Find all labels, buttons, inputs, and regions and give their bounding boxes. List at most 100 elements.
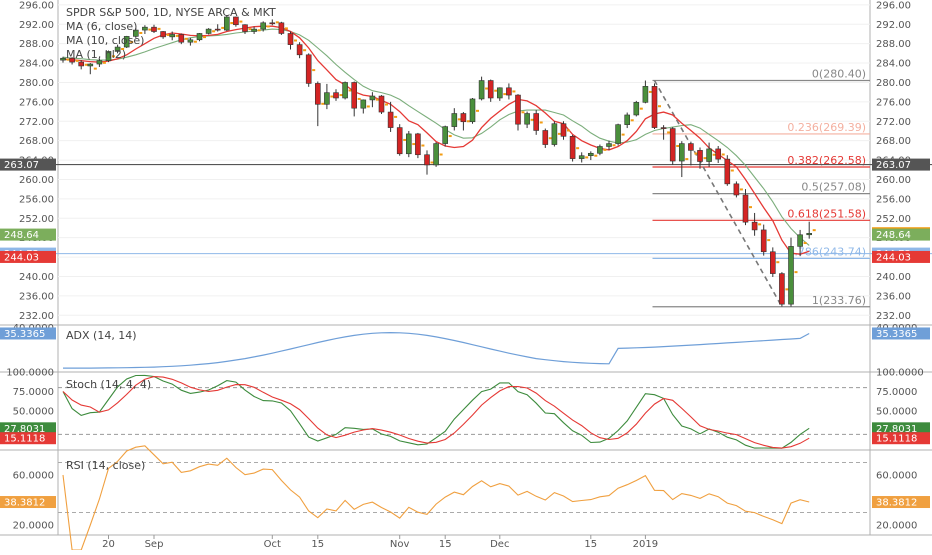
candle-body xyxy=(506,87,512,96)
stoch-d-line xyxy=(62,376,810,449)
price-tick-right: 276.00 xyxy=(876,97,911,108)
ma1-marker xyxy=(430,161,434,164)
ma1-marker xyxy=(403,138,407,141)
candle-body xyxy=(760,229,767,253)
candle-body xyxy=(660,127,667,129)
price-badge-left xyxy=(0,158,56,171)
candle-body xyxy=(96,60,103,65)
candle-body xyxy=(224,16,230,31)
candle-body xyxy=(351,82,358,109)
stoch-tick-right: 100.0000 xyxy=(876,368,924,379)
ma1-marker xyxy=(102,61,106,64)
fib-label: 0.236(269.39) xyxy=(787,121,866,134)
ma1-marker xyxy=(476,109,479,112)
ma1-marker xyxy=(193,40,197,43)
ma1-marker xyxy=(130,40,134,43)
price-badge-left-text: 248.64 xyxy=(4,230,39,241)
price-tick-left: 292.00 xyxy=(19,20,54,31)
stoch-label: Stoch (14, 4, 4) xyxy=(66,378,151,391)
candle-body xyxy=(533,113,540,131)
x-tick-label: Dec xyxy=(490,539,509,550)
stoch-tick-right: 50.0000 xyxy=(876,407,917,418)
ma1-marker xyxy=(148,28,152,31)
ma1-marker xyxy=(557,132,561,135)
ma1-marker xyxy=(203,36,206,39)
ma1-marker xyxy=(466,120,470,123)
candle-body xyxy=(779,273,785,305)
ma1-marker xyxy=(112,55,115,58)
ma1-marker xyxy=(648,90,652,93)
price-tick-right: 284.00 xyxy=(876,59,911,70)
indicator-panes xyxy=(58,331,870,551)
candle-body xyxy=(214,28,221,31)
ma1-marker xyxy=(257,29,261,32)
ma1-marker xyxy=(75,59,79,62)
candle-body xyxy=(405,133,412,155)
ma1-marker xyxy=(812,229,816,232)
candle-body xyxy=(433,143,439,166)
price-tick-left: 276.00 xyxy=(19,97,54,108)
ma1-marker xyxy=(603,148,607,151)
ma1-marker xyxy=(521,111,525,114)
stoch-d-badge-right xyxy=(872,432,930,445)
candle-body xyxy=(396,127,403,155)
candle-body xyxy=(442,126,449,144)
rsi-label: RSI (14, close) xyxy=(66,459,145,472)
candle-body xyxy=(678,143,685,162)
candle-body xyxy=(469,98,476,123)
candle-body xyxy=(524,113,530,125)
candle-body xyxy=(187,39,194,43)
candle-body xyxy=(669,128,676,162)
ma1-marker xyxy=(239,20,243,23)
candle-body xyxy=(578,155,585,159)
ma1-marker xyxy=(330,95,334,98)
x-tick-label: 20 xyxy=(102,539,115,550)
candle-body xyxy=(542,130,549,145)
ma1-marker xyxy=(639,107,643,110)
x-tick-label: 15 xyxy=(311,539,324,550)
ma1-marker xyxy=(248,28,252,31)
candle-body xyxy=(806,233,813,236)
candle-body xyxy=(487,80,494,99)
price-tick-left: 268.00 xyxy=(19,136,54,147)
candle-body xyxy=(78,61,84,67)
ma1-marker xyxy=(776,261,780,264)
candle-body xyxy=(105,51,112,61)
ma1-marker xyxy=(212,30,216,33)
candle-body xyxy=(688,143,694,151)
price-tick-left: 256.00 xyxy=(19,194,54,205)
candle-body xyxy=(305,54,312,84)
ma1-marker xyxy=(375,98,379,101)
ma1-marker xyxy=(412,143,416,146)
ma6-line xyxy=(62,25,810,255)
legend: SPDR S&P 500, 1D, NYSE ARCA & MKT MA (6,… xyxy=(66,6,276,472)
ma1-marker xyxy=(84,63,88,66)
candle-body xyxy=(751,221,758,231)
candle-body xyxy=(769,251,776,274)
price-pane: 0(280.40) 0.236(269.39) 0.382(262.58) 0.5(2… xyxy=(0,15,932,308)
fib-label: 0.5(257.08) xyxy=(801,181,866,194)
candle-body xyxy=(460,113,467,123)
candle-body xyxy=(114,46,121,52)
stoch-d-badge-right-text: 15.1118 xyxy=(876,434,917,445)
legend-ma6: MA (6, close) xyxy=(66,20,137,33)
price-tick-right: 252.00 xyxy=(876,214,911,225)
candle-body xyxy=(360,99,367,109)
ma1-marker xyxy=(121,47,125,50)
candle-body xyxy=(569,136,576,159)
stoch-d-badge-left xyxy=(0,432,56,445)
candle-body xyxy=(324,92,330,105)
fib-label: 0.618(251.58) xyxy=(787,207,866,220)
stoch-k-badge-right-text: 27.8031 xyxy=(876,424,917,435)
ma1-marker xyxy=(685,158,689,161)
adx-badge-right-text: 35.3365 xyxy=(876,329,917,340)
ma1-marker xyxy=(594,154,598,157)
adx-line xyxy=(63,331,810,369)
candle-body xyxy=(587,152,594,157)
price-tick-right: 268.00 xyxy=(876,136,911,147)
price-tick-right: 240.00 xyxy=(876,272,911,283)
ma1-marker xyxy=(175,34,179,37)
